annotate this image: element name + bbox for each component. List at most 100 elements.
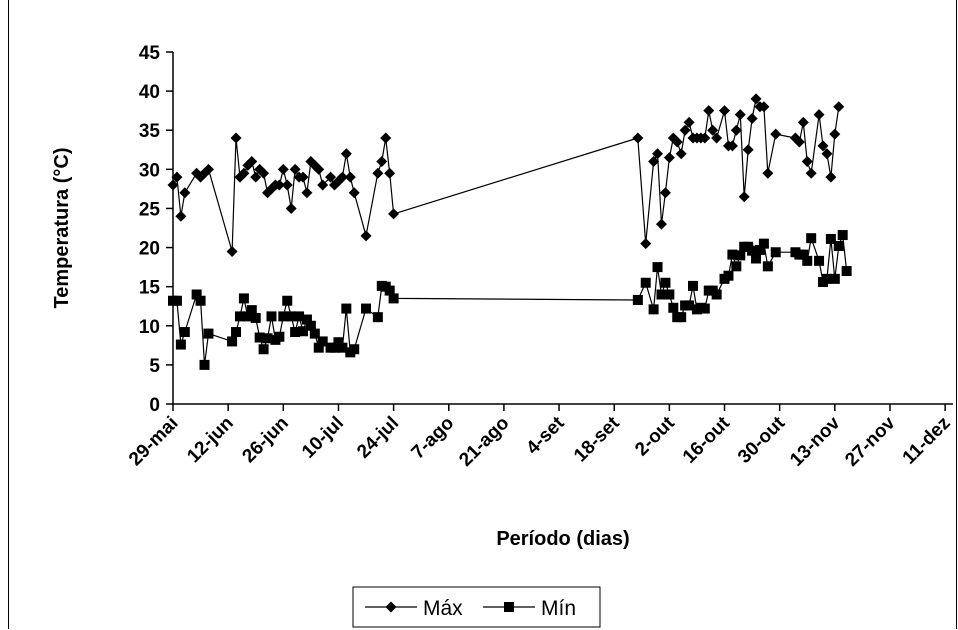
series-line-min [173,234,848,365]
y-tick-label: 10 [139,317,160,338]
y-tick-label: 35 [139,121,161,142]
y-tick-label: 25 [139,199,161,220]
data-point-min [274,331,285,342]
axes [172,52,953,405]
data-point-max [348,187,360,199]
data-point-max [663,152,675,164]
y-tick-label: 0 [149,395,160,416]
series-min [168,230,852,370]
y-tick-label: 15 [139,278,161,299]
data-point-min [290,327,301,338]
series [167,93,852,370]
temperature-chart: 0 5 10 15 20 25 30 35 40 45 29-mai 12-jun 26-jun 10-… [51,43,955,628]
data-point-min [349,344,360,355]
data-point-min [664,289,675,300]
x-tick-label: 2-out [631,412,679,460]
data-point-max [325,171,337,183]
data-point-max [313,163,325,175]
x-tick-label: 21-ago [455,413,513,471]
data-point-min [699,303,710,314]
legend-items: Máx Mín [365,597,576,620]
data-point-max [675,148,687,160]
data-point-max [285,202,297,214]
y-tick-label: 40 [139,82,160,103]
data-point-max [699,132,711,144]
x-tick-label: 30-out [734,412,790,468]
data-point-max [659,187,671,199]
data-point-max [738,191,750,203]
data-point-max [277,163,289,175]
data-point-max [179,187,191,199]
data-point-min [234,311,245,322]
data-point-min [652,262,663,273]
x-tick-label: 24-jul [353,413,403,463]
legend-label-max: Máx [423,597,463,620]
chart-frame: 0 5 10 15 20 25 30 35 40 45 29-mai 12-jun 26-jun 10-… [8,0,957,629]
data-point-min [802,255,813,266]
data-point-min [735,250,746,261]
data-point-max [734,109,746,121]
x-tick-label: 16-out [679,412,735,468]
y-tick-label: 5 [149,356,160,377]
data-point-min [660,277,671,288]
data-point-min [388,293,399,304]
data-point-min [262,333,273,344]
data-point-max [707,124,719,136]
data-point-max [746,112,758,124]
data-point-min [361,303,372,314]
data-point-max [175,210,187,222]
data-point-max [825,171,837,183]
x-ticks: 29-mai 12-jun 26-jun 10-jul 24-jul 7-ago21-ag… [125,404,955,471]
x-tick-label: 4-set [522,412,569,459]
data-point-max [801,156,813,168]
data-point-max [703,105,715,117]
data-point-max [202,163,214,175]
data-point-min [175,339,186,350]
x-tick-label: 7-ago [408,413,459,464]
data-point-min [231,327,242,338]
data-point-min [384,285,395,296]
x-tick-label: 11-dez [899,413,955,469]
data-point-min [179,327,190,338]
x-tick-label: 13-nov [786,412,844,470]
data-point-min [825,233,836,244]
data-point-max [360,230,372,242]
data-point-max [813,109,825,121]
data-point-min [684,300,695,311]
data-point-min [246,305,257,316]
data-point-min [688,280,698,291]
data-point-min [227,336,238,347]
x-tick-label: 27-nov [841,412,899,470]
data-point-max [683,116,695,128]
data-point-min [798,249,809,260]
data-point-max [344,171,356,183]
data-point-min [731,261,742,272]
data-point-max [726,140,738,152]
series-max [167,93,845,257]
data-point-min [254,332,265,343]
data-point-max [301,187,313,199]
data-point-max [258,167,270,179]
data-point-max [238,167,250,179]
data-point-max [281,179,293,191]
data-point-min [195,295,206,306]
data-point-min [238,293,249,304]
data-point-min [242,311,253,322]
data-point-max [770,128,782,140]
x-tick-label: 10-jul [298,413,348,463]
legend-marker-max [385,601,397,613]
data-point-max [372,167,384,179]
data-point-max [797,116,809,128]
data-point-max [679,124,691,136]
data-point-max [297,171,309,183]
data-point-min [711,289,722,300]
data-point-min [656,289,667,300]
data-point-min [841,266,852,277]
data-point-min [806,233,817,244]
data-point-max [380,132,392,144]
x-tick-label: 26-jun [238,413,292,467]
data-point-max [742,144,754,156]
x-tick-label: 29-mai [125,413,182,470]
x-tick-label: 18-set [570,412,624,466]
data-point-max [167,179,179,191]
